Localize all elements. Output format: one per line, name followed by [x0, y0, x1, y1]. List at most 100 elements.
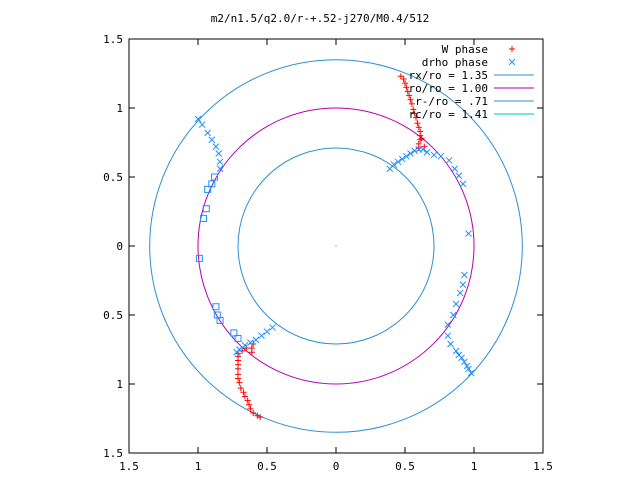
x-tick-label: 0	[333, 460, 340, 473]
drho-phase-point	[455, 351, 463, 359]
drho-phase-square-point	[212, 303, 220, 311]
x-tick-label: 1	[471, 460, 478, 473]
cross-b	[455, 351, 463, 359]
w-phase-point	[257, 414, 264, 421]
drho-phase-square-point	[204, 185, 212, 193]
cross-b	[460, 358, 468, 366]
cross-b	[452, 347, 460, 355]
drho-phase-point	[451, 165, 459, 173]
w-phase-point	[254, 412, 261, 419]
drho-phase-point	[430, 151, 438, 159]
y-tick-label: 1	[116, 378, 123, 391]
drho-phase-point	[459, 180, 467, 188]
cross-b	[467, 369, 475, 377]
cross-b	[460, 271, 468, 279]
drho-phase-point	[456, 289, 464, 297]
w-phase-point	[413, 114, 420, 121]
w-phase-point	[241, 393, 248, 400]
x-tick-label: 1.5	[119, 460, 139, 473]
drho-phase-point	[398, 155, 406, 163]
drho-phase-point	[263, 328, 271, 335]
cross-b	[451, 165, 459, 173]
cross-b	[459, 180, 467, 188]
cross-b	[258, 332, 265, 340]
drho-phase-point	[241, 342, 249, 349]
drho-phase-point	[258, 332, 265, 340]
origin-dot	[335, 245, 337, 247]
drho-phase-point	[452, 347, 460, 355]
w-phase-point	[418, 135, 425, 142]
radius-circle	[197, 107, 475, 385]
w-phase-point	[248, 349, 255, 356]
w-phase-point	[244, 397, 251, 404]
w-phase-point	[414, 120, 421, 127]
cross-b	[194, 115, 202, 123]
drho-phase-point	[394, 158, 402, 166]
drho-phase-point	[411, 147, 419, 155]
cross-b	[411, 147, 419, 155]
cross-b	[398, 155, 406, 163]
drho-phase-point	[269, 324, 276, 331]
cross-b	[269, 324, 276, 331]
w-phase-point	[407, 96, 414, 103]
w-phase-point	[236, 379, 243, 386]
drho-phase-point	[444, 332, 452, 340]
w-phase-point	[237, 385, 244, 392]
x-tick-label: 0.5	[395, 460, 415, 473]
w-phase-point	[408, 100, 415, 107]
cross-b	[419, 146, 427, 153]
drho-phase-point	[445, 157, 453, 164]
legend-label: r-/ro = .71	[415, 95, 488, 108]
w-phase-point	[235, 365, 242, 372]
w-phase-point	[235, 375, 242, 382]
cross-b	[456, 289, 464, 297]
radius-circle	[149, 59, 523, 433]
drho-phase-point	[247, 339, 254, 346]
drho-phase-point	[198, 121, 206, 128]
drho-phase-point	[467, 369, 475, 377]
drho-phase-square-point	[200, 214, 208, 222]
cross-b	[449, 311, 457, 319]
drho-phase-point	[216, 158, 224, 166]
cross-b	[233, 348, 240, 356]
cross-b	[204, 129, 212, 137]
w-phase-point	[250, 409, 257, 416]
cross-b	[216, 165, 224, 173]
w-phase-point	[417, 128, 424, 135]
y-tick-label: 0	[116, 240, 123, 253]
chart-title: m2/n1.5/q2.0/r-+.52-j270/M0.4/512	[211, 12, 430, 25]
drho-phase-square-point	[234, 334, 242, 342]
drho-phase-point	[459, 281, 467, 288]
cross-b	[198, 121, 206, 128]
cross-b	[208, 136, 216, 144]
drho-phase-point	[444, 321, 452, 329]
cross-b	[444, 321, 452, 329]
legend-label: drho phase	[422, 56, 488, 69]
drho-phase-point	[460, 271, 468, 279]
cross-b	[445, 157, 453, 164]
drho-phase-point	[460, 358, 468, 366]
x-tick-label: 1	[195, 460, 202, 473]
drho-phase-point	[455, 172, 463, 179]
drho-phase-square-point	[230, 329, 238, 337]
w-phase-point	[410, 106, 417, 113]
w-phase-point	[246, 401, 253, 408]
w-phase-point	[402, 80, 408, 87]
drho-phase-point	[447, 340, 454, 348]
cross-b	[459, 281, 467, 288]
drho-phase-point	[390, 161, 398, 168]
legend-swatch-cross	[508, 58, 516, 66]
data-points	[194, 73, 475, 421]
cross-b	[465, 365, 472, 373]
drho-phase-square-point	[195, 254, 203, 262]
legend-label: rc/ro = 1.41	[409, 108, 488, 121]
drho-phase-square-point	[208, 180, 216, 188]
drho-phase-point	[423, 148, 431, 156]
cross-b	[215, 150, 223, 157]
cross-b	[455, 172, 463, 179]
drho-phase-point	[452, 300, 460, 308]
w-phase-point	[240, 389, 247, 396]
